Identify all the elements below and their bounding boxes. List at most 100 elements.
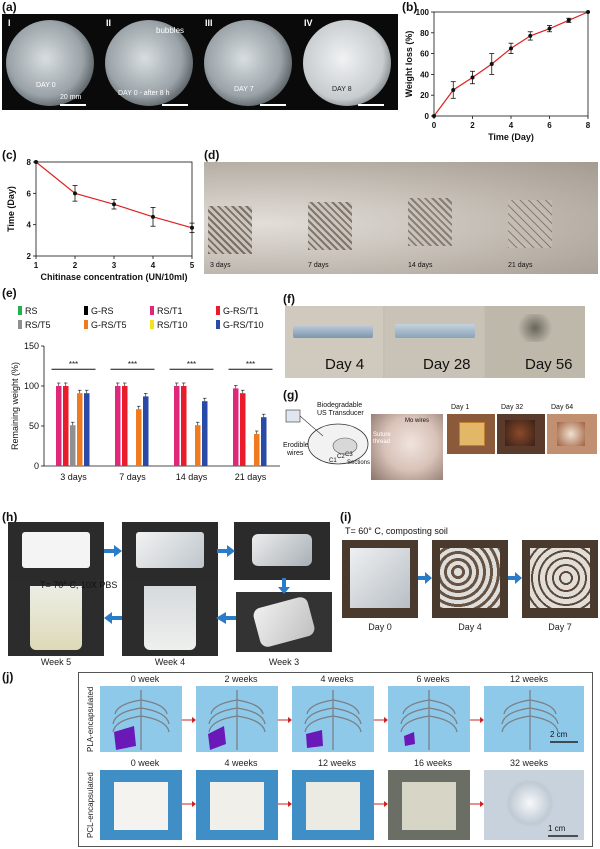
legend-swatch <box>150 320 154 329</box>
legend-label: RS/T10 <box>157 320 188 330</box>
e-category-label: 3 days <box>60 472 87 482</box>
c-xtick-label: 4 <box>151 261 156 270</box>
e-ytick-label: 50 <box>29 421 39 431</box>
sig-label: *** <box>128 360 137 369</box>
panel-d-photos: 3 days 7 days 14 days 21 days <box>204 162 598 274</box>
h-week-3: Week 3 <box>268 657 300 667</box>
j1-tile-2 <box>196 686 278 752</box>
roman-1: I <box>8 18 11 28</box>
bar <box>240 393 246 466</box>
j-scale-1cm: 1 cm <box>548 824 566 833</box>
j2-tile-2 <box>196 770 278 840</box>
e-ytick-label: 0 <box>34 461 39 471</box>
j-arrow-1 <box>182 717 196 723</box>
j1-week-4: 4 weeks <box>320 674 354 684</box>
b-xlabel: Time (Day) <box>488 132 534 142</box>
j1-week-12: 12 weeks <box>509 674 549 684</box>
legend-label: G-RS/T1 <box>223 306 259 316</box>
j-arrow-3 <box>374 717 388 723</box>
roman-3: III <box>205 18 213 28</box>
h-condition: T= 70° C, 10X PBS <box>40 580 118 590</box>
c-ytick-label: 4 <box>27 221 32 230</box>
f-day-2: Day 28 <box>423 356 471 373</box>
panel-label-a: (a) <box>2 0 17 14</box>
bar <box>115 386 121 466</box>
g-sections: Sections <box>347 460 371 466</box>
bar <box>77 393 83 466</box>
bar <box>202 401 208 466</box>
scale-label: 20 mm <box>60 94 82 101</box>
panel-label-g: (g) <box>283 388 299 402</box>
legend-label: RS/T1 <box>157 306 183 316</box>
b-xtick-label: 4 <box>509 121 514 130</box>
dish-1 <box>6 20 94 106</box>
j1-tile-5: 2 cm <box>484 686 584 752</box>
dish-3 <box>204 20 292 106</box>
implant-2 <box>395 324 475 338</box>
roman-4: IV <box>304 18 313 28</box>
c-point <box>112 202 116 207</box>
bar <box>143 396 149 466</box>
i-condition: T= 60° C, composting soil <box>345 526 448 536</box>
h-photo-2 <box>122 522 218 580</box>
j-arrow-5 <box>182 801 196 807</box>
dish-2 <box>105 20 193 106</box>
j2-week-12: 12 weeks <box>317 758 357 768</box>
j-scale-2cm: 2 cm <box>550 730 568 739</box>
panel-label-e: (e) <box>2 286 17 300</box>
j2-week-0: 0 week <box>130 758 160 768</box>
g-suture: Suture <box>373 432 391 438</box>
day-label-4: DAY 8 <box>332 86 352 93</box>
b-point <box>451 88 456 92</box>
panel-label-b: (b) <box>402 0 418 14</box>
h-arrow-5 <box>104 612 122 624</box>
bar <box>181 386 187 466</box>
legend-swatch <box>18 306 22 315</box>
j2-tile-3 <box>292 770 374 840</box>
h-arrow-4 <box>216 612 236 624</box>
i-photo-2 <box>432 540 508 618</box>
dish-4 <box>303 20 391 106</box>
bar <box>70 425 76 466</box>
j2-tile-5: 1 cm <box>484 770 584 840</box>
c-series-line <box>35 161 193 229</box>
h-photo-6 <box>8 580 104 656</box>
panel-a-photos: I II III IV DAY 0 DAY 0 - after 8 h DAY … <box>2 14 398 110</box>
legend-swatch <box>216 320 220 329</box>
panel-j-frame <box>78 672 593 847</box>
j-arrow-8 <box>470 801 484 807</box>
e-ytick-label: 100 <box>24 381 39 391</box>
b-frame <box>433 11 589 117</box>
b-point <box>509 46 513 51</box>
scaffold-3 <box>408 198 452 246</box>
c-point <box>73 191 77 196</box>
g-thread: thread <box>373 439 391 445</box>
e-category-label: 14 days <box>176 472 208 482</box>
c-xtick-label: 3 <box>112 261 117 270</box>
g-us: US Transducer <box>317 410 364 417</box>
h-arrow-2 <box>217 545 235 557</box>
g-erodible: Erodible <box>283 442 309 449</box>
g-day-1: Day 1 <box>451 404 470 411</box>
g-bio: Biodegradable <box>317 402 363 409</box>
b-ytick-label: 80 <box>420 29 429 38</box>
j-arrow-2 <box>278 717 292 723</box>
legend-swatch <box>84 320 88 329</box>
h-arrow-1 <box>104 545 122 557</box>
j1-week-6: 6 weeks <box>416 674 450 684</box>
j-row1-label: PLA-encapsulated <box>86 686 95 752</box>
legend-label: RS <box>25 306 38 316</box>
g-c3: C3 <box>345 452 353 458</box>
legend-label: G-RS/T5 <box>91 320 127 330</box>
d-day-3: 14 days <box>408 262 433 269</box>
b-ytick-label: 60 <box>420 50 429 59</box>
sig-label: *** <box>69 360 78 369</box>
b-point <box>528 33 533 38</box>
implant-1 <box>293 326 373 338</box>
day-label-2: DAY 0 - after 8 h <box>118 90 170 97</box>
panel-label-f: (f) <box>283 292 295 306</box>
panel-f-photos: Day 4 Day 28 Day 56 <box>285 306 585 378</box>
j-row2-label: PCL-encapsulated <box>86 772 95 838</box>
e-ylabel: Remaining weight (%) <box>10 362 20 450</box>
